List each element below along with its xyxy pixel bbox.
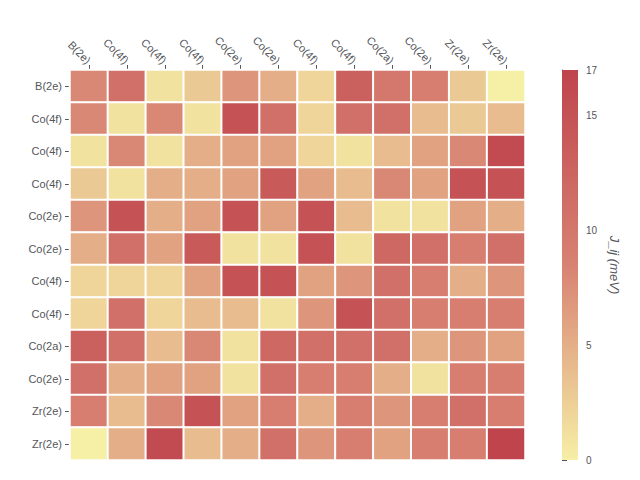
svg-text:15: 15 xyxy=(586,110,598,121)
svg-text:Zr(2e): Zr(2e) xyxy=(443,37,473,67)
svg-text:10: 10 xyxy=(586,225,598,236)
svg-text:B(2e): B(2e) xyxy=(66,39,93,66)
svg-text:Zr(2e): Zr(2e) xyxy=(32,438,62,450)
svg-text:J_ij (meV): J_ij (meV) xyxy=(607,235,622,295)
svg-text:Co(4f): Co(4f) xyxy=(31,275,62,287)
svg-text:Co(4f): Co(4f) xyxy=(31,113,62,125)
svg-text:Co(2e): Co(2e) xyxy=(251,34,283,66)
svg-text:17: 17 xyxy=(586,65,598,76)
svg-text:B(2e): B(2e) xyxy=(35,80,62,92)
svg-text:Co(4f): Co(4f) xyxy=(329,36,359,66)
svg-text:Co(4f): Co(4f) xyxy=(31,178,62,190)
svg-text:Zr(2e): Zr(2e) xyxy=(481,37,511,67)
svg-text:Co(2a): Co(2a) xyxy=(28,340,62,352)
svg-text:Co(2e): Co(2e) xyxy=(213,34,245,66)
svg-text:Co(2e): Co(2e) xyxy=(28,210,62,222)
svg-text:Co(4f): Co(4f) xyxy=(291,36,321,66)
svg-text:Co(2a): Co(2a) xyxy=(364,34,396,66)
svg-text:Co(2e): Co(2e) xyxy=(28,243,62,255)
svg-text:Co(4f): Co(4f) xyxy=(177,36,207,66)
svg-text:Zr(2e): Zr(2e) xyxy=(32,405,62,417)
svg-text:Co(4f): Co(4f) xyxy=(101,36,131,66)
svg-text:Co(2e): Co(2e) xyxy=(402,34,434,66)
svg-text:5: 5 xyxy=(586,340,592,351)
svg-text:Co(2e): Co(2e) xyxy=(28,373,62,385)
svg-text:Co(4f): Co(4f) xyxy=(139,36,169,66)
svg-text:Co(4f): Co(4f) xyxy=(31,308,62,320)
svg-text:Co(4f): Co(4f) xyxy=(31,145,62,157)
svg-text:0: 0 xyxy=(586,455,592,466)
